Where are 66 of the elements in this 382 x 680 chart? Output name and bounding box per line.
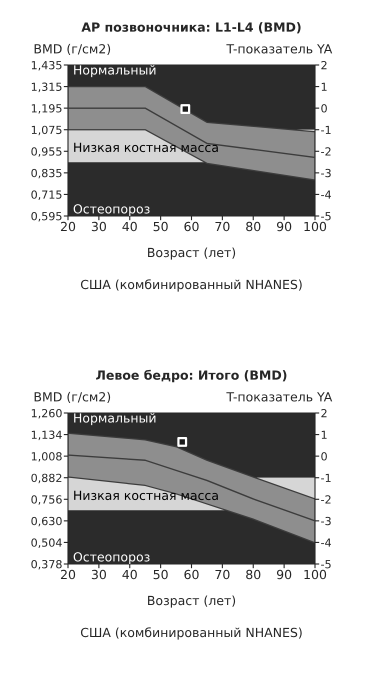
y-tick-label: 0,715 <box>31 190 62 200</box>
text: США (комбинированный NHANES) <box>80 279 302 292</box>
y2-tick-label: -2 <box>321 495 331 504</box>
text: США (комбинированный NHANES) <box>80 627 302 640</box>
y-tick-label: 0,504 <box>31 538 62 548</box>
y-tick-label: 1,315 <box>32 82 62 92</box>
y2-tick-label: -4 <box>321 190 332 199</box>
band-label: Нормальный <box>74 413 156 426</box>
x-tick-label: 20 <box>60 570 76 580</box>
x-tick-label: 40 <box>122 222 137 232</box>
x-tick-label: 70 <box>215 570 230 580</box>
x-tick-label: 100 <box>304 570 326 580</box>
y-tick-label: 0,882 <box>31 474 62 484</box>
x-tick-label: 30 <box>92 222 106 232</box>
x-tick-label: 50 <box>154 570 168 580</box>
y2-tick-label: -4 <box>321 538 332 547</box>
y2-axis-title: T-показатель YA <box>226 392 332 402</box>
y2-tick-label: 0 <box>321 452 327 461</box>
y2-tick-label: 2 <box>321 408 327 418</box>
chart-title: AP позвоночника: L1-L4 (BMD) <box>81 22 301 34</box>
y2-tick-label: -3 <box>321 168 331 178</box>
y-tick-label: 1,260 <box>32 408 62 419</box>
x-tick-label: 30 <box>92 570 106 580</box>
y2-tick-label: -1 <box>321 474 331 482</box>
y-tick-label: 1,435 <box>32 60 62 71</box>
band-label: Низкая костная масса <box>74 142 218 152</box>
y-tick-label: 1,075 <box>32 126 62 136</box>
y-tick-label: 0,756 <box>31 495 62 505</box>
y-tick-label: 0,955 <box>31 147 62 157</box>
chart-title: Левое бедро: Итого (BMD) <box>96 370 286 382</box>
y2-tick-label: -5 <box>321 212 331 220</box>
x-tick-label: 60 <box>184 222 199 232</box>
x-tick-label: 100 <box>304 222 326 232</box>
y-tick-label: 0,595 <box>31 212 62 222</box>
y2-tick-label: -3 <box>321 516 331 526</box>
y-axis-title: BMD (г/см2) <box>34 392 110 403</box>
y2-tick-label: 1 <box>322 82 327 91</box>
y-tick-label: 0,835 <box>31 168 62 178</box>
x-tick-label: 80 <box>246 222 260 232</box>
x-tick-label: 50 <box>154 222 168 232</box>
x-axis-title: Возраст (лет) <box>148 596 236 608</box>
y2-tick-label: 1 <box>322 430 327 439</box>
y2-tick-label: 2 <box>321 60 327 70</box>
y-axis-title: BMD (г/см2) <box>34 44 110 55</box>
x-tick-label: 70 <box>215 222 230 232</box>
x-tick-label: 90 <box>276 570 292 580</box>
y2-tick-label: -1 <box>321 126 331 134</box>
x-axis-title: Возраст (лет) <box>148 248 236 260</box>
band-label: Остеопороз <box>74 204 150 216</box>
band-label: Нормальный <box>74 65 156 78</box>
y-tick-label: 0,630 <box>31 516 62 526</box>
x-tick-label: 40 <box>122 570 137 580</box>
y2-tick-label: 0 <box>321 104 327 113</box>
x-tick-label: 60 <box>184 570 199 580</box>
band-label: Низкая костная масса <box>74 490 218 500</box>
x-tick-label: 90 <box>276 222 292 232</box>
y-tick-label: 1,008 <box>32 452 62 462</box>
y-tick-label: 0,378 <box>31 560 62 570</box>
y-tick-label: 1,195 <box>32 104 62 114</box>
x-tick-label: 80 <box>246 570 260 580</box>
band-label: Остеопороз <box>74 552 150 564</box>
y2-tick-label: -2 <box>321 147 331 156</box>
x-tick-label: 20 <box>60 222 76 232</box>
y2-axis-title: T-показатель YA <box>226 44 332 54</box>
y2-tick-label: -5 <box>321 560 331 568</box>
y-tick-label: 1,134 <box>32 430 62 440</box>
